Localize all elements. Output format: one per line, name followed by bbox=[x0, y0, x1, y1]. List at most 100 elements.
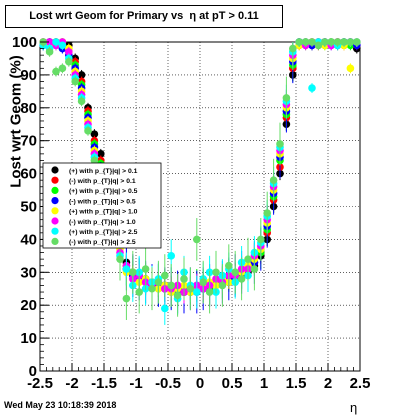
legend-label: (-) with p_{T}|q| > 2.5 bbox=[69, 239, 136, 246]
data-point bbox=[77, 71, 86, 79]
chart-title-text: Lost wrt Geom for Primary vs bbox=[29, 10, 184, 22]
data-point bbox=[122, 265, 131, 273]
x-tick-label: 1.5 bbox=[286, 375, 307, 392]
data-point bbox=[52, 38, 60, 46]
data-point bbox=[282, 94, 291, 102]
data-point bbox=[71, 77, 79, 86]
data-point bbox=[205, 288, 214, 296]
data-point bbox=[97, 150, 105, 158]
legend-box bbox=[42, 162, 162, 249]
data-point bbox=[90, 156, 99, 165]
y-tick-label: 30 bbox=[20, 264, 37, 281]
data-point bbox=[346, 38, 355, 46]
data-point bbox=[116, 255, 124, 263]
y-tick-label: 100 bbox=[12, 34, 37, 51]
data-point bbox=[65, 57, 73, 66]
timestamp: Wed May 23 10:18:39 2018 bbox=[4, 400, 117, 410]
data-point bbox=[327, 38, 336, 46]
data-point bbox=[180, 275, 188, 283]
legend-marker bbox=[51, 227, 59, 235]
y-tick-label: 20 bbox=[20, 297, 37, 314]
data-point bbox=[193, 288, 201, 296]
data-point bbox=[161, 304, 169, 313]
legend-marker bbox=[51, 186, 59, 194]
data-point bbox=[218, 281, 227, 290]
data-point bbox=[346, 64, 355, 73]
x-tick-label: 0 bbox=[196, 375, 204, 392]
legend-label: (+) with p_{T}|q| > 2.5 bbox=[69, 229, 138, 236]
data-point bbox=[65, 48, 73, 56]
data-point bbox=[45, 48, 54, 56]
legend-marker bbox=[51, 197, 59, 205]
legend-label: (+) with p_{T}|q| > 1.0 bbox=[69, 209, 138, 216]
grid-lines bbox=[40, 42, 360, 371]
data-point bbox=[263, 209, 272, 217]
data-point bbox=[45, 38, 54, 46]
data-point bbox=[90, 130, 99, 138]
y-tick-label: 10 bbox=[20, 330, 37, 347]
data-point bbox=[167, 252, 175, 260]
legend-marker bbox=[51, 207, 59, 215]
data-point bbox=[58, 41, 67, 50]
data-point bbox=[199, 278, 207, 286]
data-point bbox=[333, 38, 342, 46]
data-point bbox=[308, 38, 316, 46]
legend-label: (-) with p_{T}|q| > 0.5 bbox=[69, 198, 136, 205]
data-point bbox=[52, 67, 60, 76]
data-point bbox=[186, 284, 195, 293]
data-point bbox=[301, 38, 310, 46]
x-tick-label: 0.5 bbox=[222, 375, 243, 392]
data-point bbox=[135, 288, 143, 296]
legend-label: (-) with p_{T}|q| > 1.0 bbox=[69, 219, 136, 226]
data-point bbox=[340, 38, 348, 46]
y-axis-label: Lost wrt Geom (%) bbox=[7, 55, 25, 188]
data-point bbox=[154, 278, 163, 286]
chart-title: Lost wrt Geom for Primary vs η at pT > 0… bbox=[5, 5, 283, 28]
x-tick-label: -0.5 bbox=[155, 375, 181, 392]
legend-marker bbox=[51, 166, 59, 174]
data-point bbox=[129, 268, 137, 277]
data-point bbox=[84, 127, 92, 135]
y-tick-label: 60 bbox=[20, 166, 37, 183]
data-point bbox=[295, 38, 304, 46]
data-point bbox=[314, 41, 323, 50]
data-point bbox=[167, 281, 175, 290]
data-point bbox=[77, 97, 86, 106]
data-point bbox=[225, 261, 233, 270]
data-point bbox=[244, 255, 252, 263]
data-point bbox=[193, 235, 201, 244]
y-tick-label: 50 bbox=[20, 199, 37, 216]
legend-marker bbox=[51, 237, 59, 245]
legend-label: (-) with p_{T}|q| > 0.1 bbox=[69, 178, 136, 185]
y-tick-label: 90 bbox=[20, 67, 37, 84]
data-point bbox=[353, 38, 361, 46]
x-tick-label: -1 bbox=[129, 375, 142, 392]
data-point bbox=[122, 294, 131, 303]
data-point bbox=[237, 275, 246, 283]
data-point bbox=[161, 271, 169, 280]
legend-label: (+) with p_{T}|q| > 0.5 bbox=[69, 188, 138, 195]
data-point bbox=[257, 235, 265, 244]
x-axis-label: η bbox=[350, 400, 358, 415]
data-point bbox=[308, 84, 316, 92]
chart-title-suffix: η at pT > 0.11 bbox=[189, 10, 259, 22]
y-tick-label: 40 bbox=[20, 231, 37, 248]
legend-label: (+) with p_{T}|q| > 0.1 bbox=[69, 168, 138, 175]
data-point bbox=[276, 140, 284, 148]
x-tick-label: 1 bbox=[260, 375, 268, 392]
data-point bbox=[148, 284, 156, 293]
data-point bbox=[269, 176, 278, 184]
x-axis-ticks: -2.5 -2 -1.5 -1 -0.5 0 0.5 1 1.5 2 2.5 bbox=[27, 363, 370, 392]
data-point bbox=[321, 38, 329, 46]
legend-marker bbox=[51, 176, 59, 184]
y-tick-label: 0 bbox=[29, 363, 37, 380]
y-tick-label: 70 bbox=[20, 133, 37, 150]
data-point bbox=[231, 268, 239, 277]
x-tick-label: -2 bbox=[65, 375, 78, 392]
x-tick-label: -2.5 bbox=[27, 375, 53, 392]
data-point bbox=[141, 265, 150, 273]
data-point bbox=[173, 291, 182, 300]
x-tick-label: 2.5 bbox=[350, 375, 371, 392]
y-tick-label: 80 bbox=[20, 100, 37, 117]
